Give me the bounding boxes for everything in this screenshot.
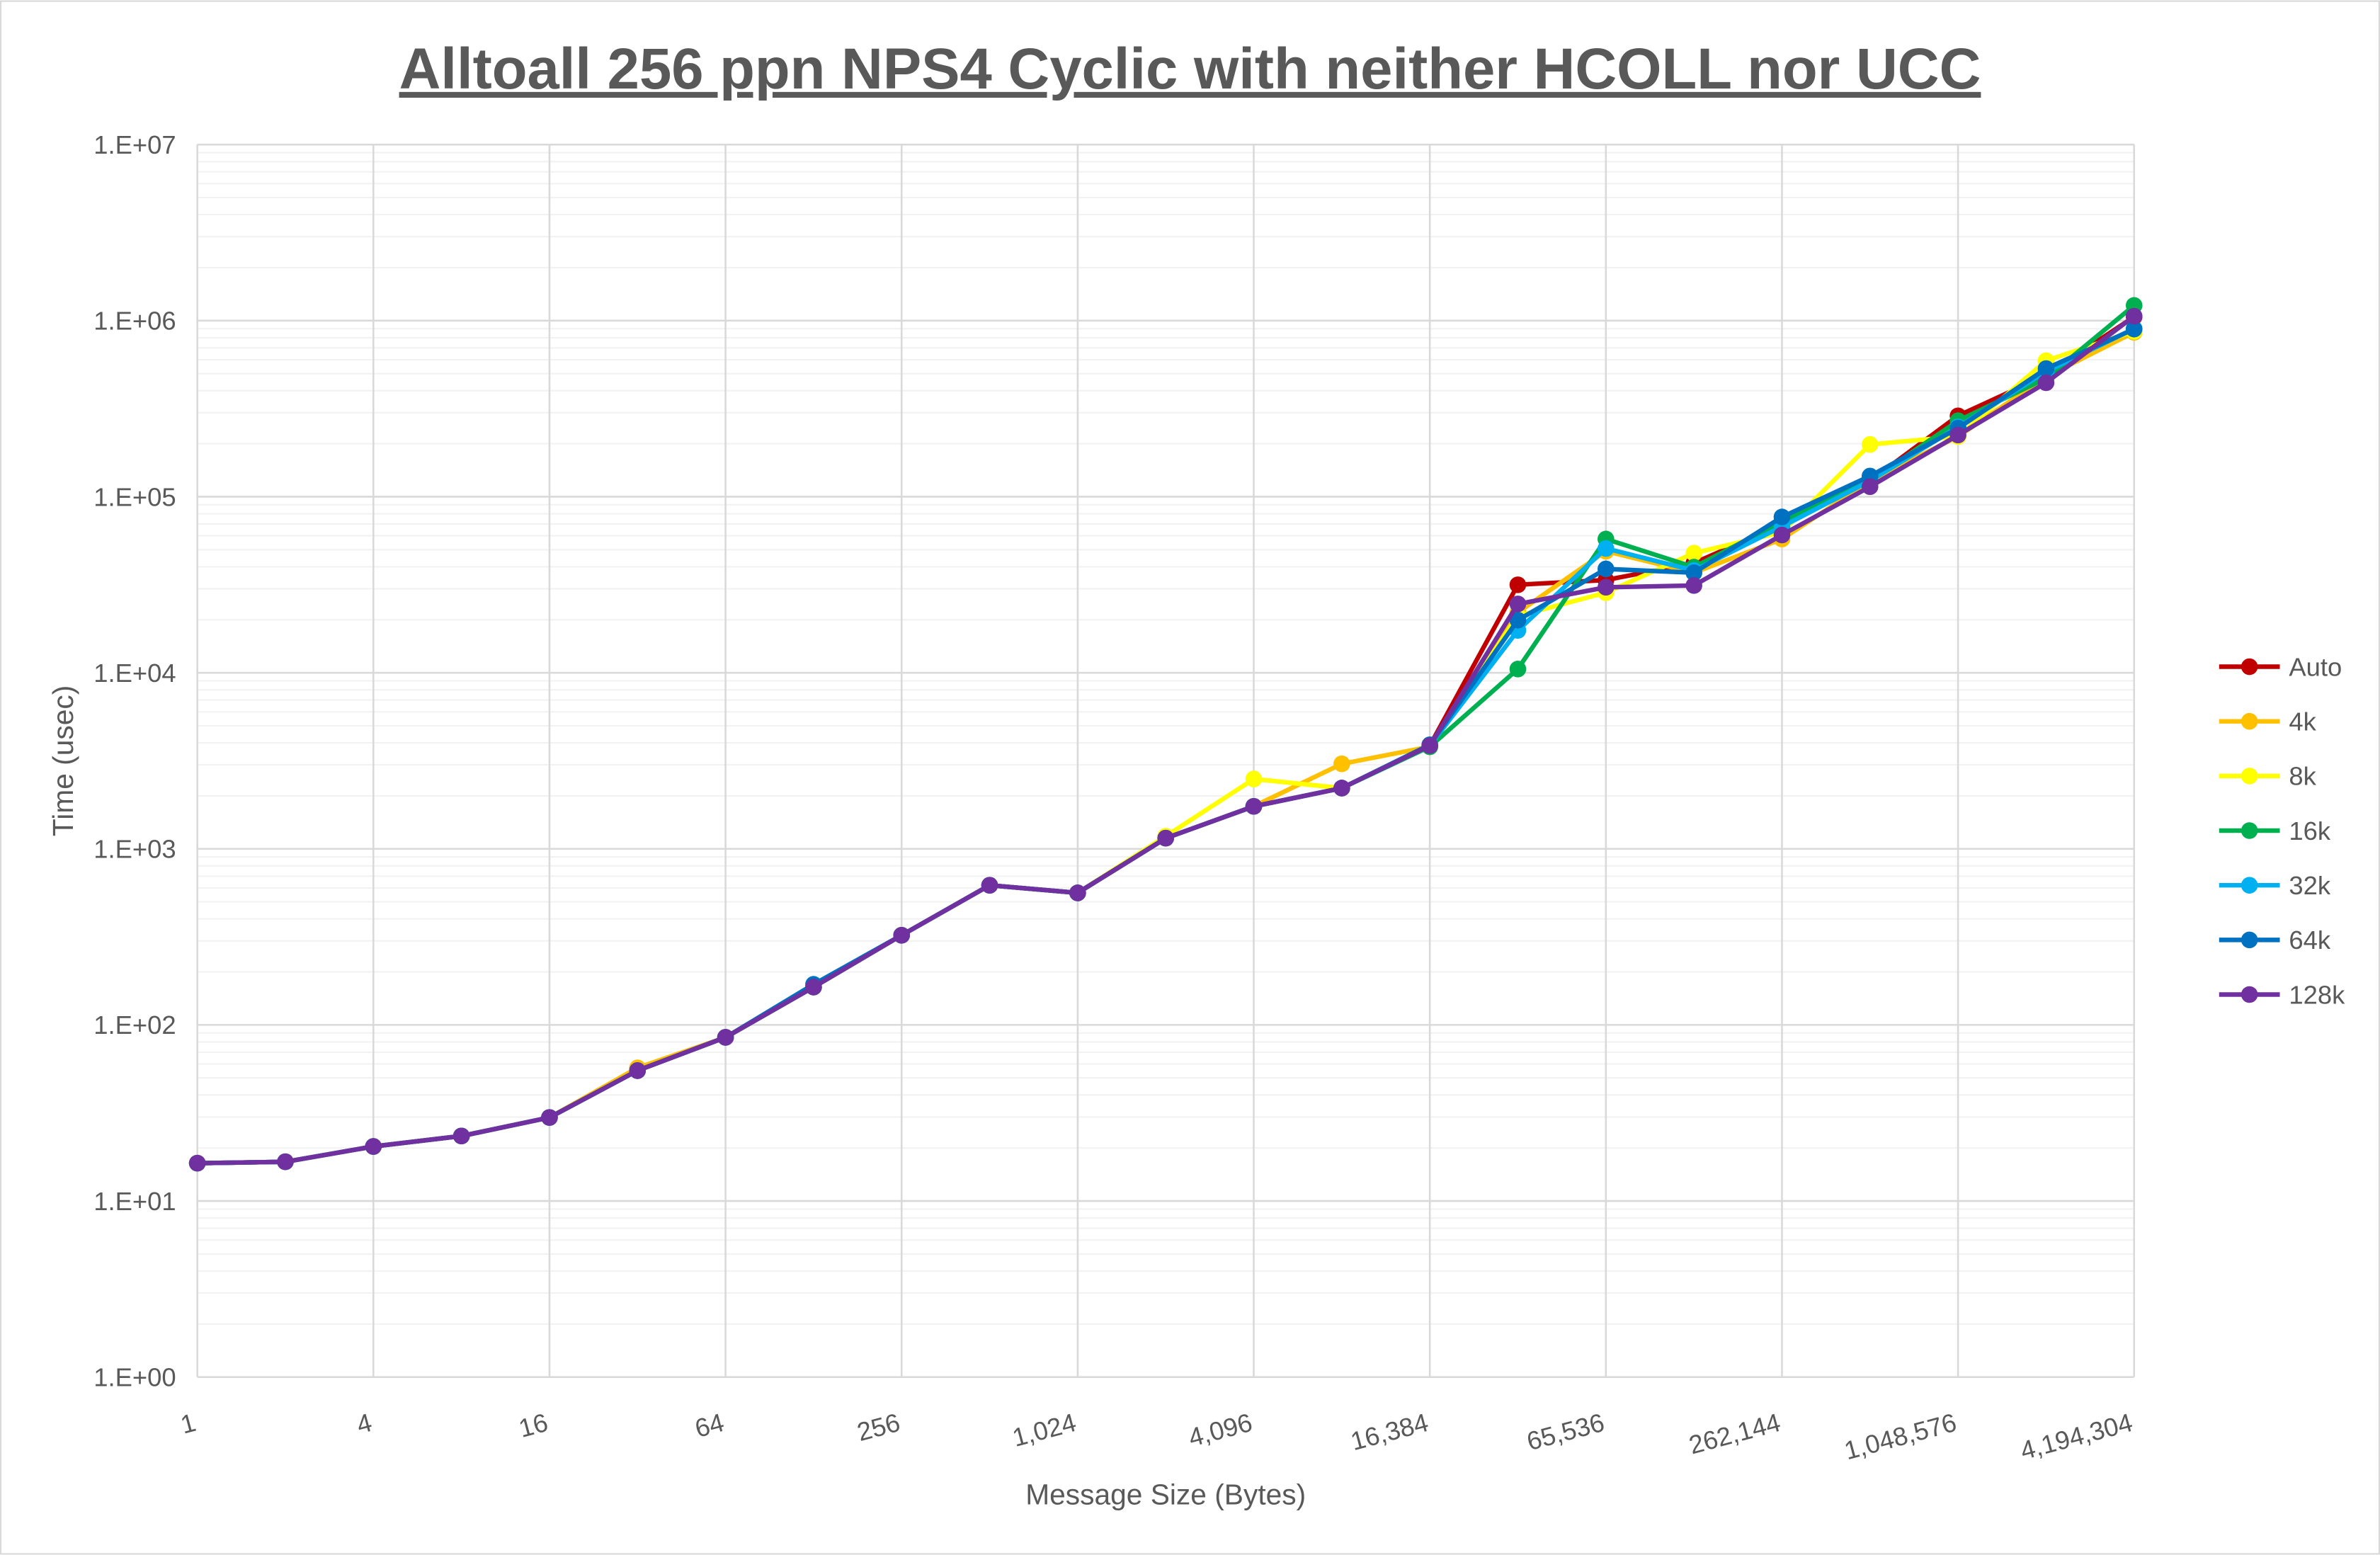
legend-label: 128k — [2289, 980, 2345, 1009]
y-tick-label: 1.E+03 — [93, 835, 176, 864]
data-point — [1685, 577, 1702, 594]
legend-label: 4k — [2289, 707, 2316, 736]
series-128k — [188, 307, 2143, 1172]
data-point — [1598, 579, 1615, 596]
y-tick-label: 1.E+06 — [93, 307, 176, 336]
data-point — [1509, 661, 1527, 678]
y-tick-label: 1.E+02 — [93, 1010, 176, 1039]
data-point — [805, 979, 822, 996]
y-axis-title: Time (usec) — [47, 685, 79, 836]
legend-marker — [2240, 877, 2258, 894]
data-point — [1333, 780, 1350, 797]
data-point — [2125, 320, 2143, 338]
data-point — [717, 1029, 734, 1046]
legend-label: 64k — [2289, 925, 2331, 955]
legend-item-64k: 64k — [2219, 925, 2331, 955]
tick-labels: 1.E+00 1.E+01 1.E+02 1.E+03 1.E+04 1.E+05 1.E+… — [93, 130, 2136, 1465]
data-point — [1598, 540, 1615, 557]
x-tick-label: 64 — [692, 1408, 727, 1443]
data-point — [1861, 435, 1879, 453]
data-point — [1773, 508, 1791, 525]
series-group — [188, 297, 2143, 1172]
data-point — [1157, 829, 1174, 847]
chart-title: Alltoall 256 ppn NPS4 Cyclic with neithe… — [399, 37, 1981, 101]
data-point — [1949, 426, 1966, 444]
data-point — [1509, 612, 1527, 629]
legend-item-128k: 128k — [2219, 980, 2345, 1009]
data-point — [1598, 560, 1615, 578]
legend-item-16k: 16k — [2219, 816, 2331, 845]
legend-label: Auto — [2289, 652, 2342, 681]
data-point — [365, 1138, 382, 1155]
data-point — [1509, 596, 1527, 613]
y-tick-label: 1.E+05 — [93, 482, 176, 511]
legend-marker — [2240, 658, 2258, 676]
data-point — [2037, 360, 2055, 377]
legend-item-32k: 32k — [2219, 871, 2331, 900]
legend-marker — [2240, 986, 2258, 1003]
data-point — [1685, 564, 1702, 581]
legend-label: 8k — [2289, 762, 2316, 791]
legend-marker — [2240, 822, 2258, 839]
data-point — [2037, 374, 2055, 392]
data-point — [1861, 478, 1879, 496]
legend-marker — [2240, 931, 2258, 949]
legend-item-8k: 8k — [2219, 762, 2317, 791]
data-point — [1333, 755, 1350, 773]
data-point — [452, 1127, 470, 1145]
data-point — [1509, 576, 1527, 593]
data-point — [1245, 797, 1263, 815]
data-point — [1421, 737, 1438, 754]
y-tick-label: 1.E+00 — [93, 1363, 176, 1392]
y-tick-label: 1.E+07 — [93, 130, 176, 159]
data-point — [2125, 307, 2143, 325]
data-point — [629, 1062, 647, 1079]
legend-item-4k: 4k — [2219, 707, 2317, 736]
legend-label: 16k — [2289, 816, 2331, 845]
legend: Auto 4k 8k 16k 32k 64k 128k — [2219, 652, 2345, 1009]
data-point — [277, 1153, 294, 1170]
x-tick-label: 16 — [516, 1408, 551, 1443]
data-point — [1685, 545, 1702, 562]
data-point — [541, 1109, 558, 1126]
data-point — [893, 926, 911, 944]
legend-marker — [2240, 768, 2258, 785]
data-point — [188, 1154, 206, 1172]
legend-label: 32k — [2289, 871, 2331, 900]
y-tick-label: 1.E+01 — [93, 1187, 176, 1216]
x-axis-title: Message Size (Bytes) — [1025, 1479, 1306, 1511]
legend-marker — [2240, 712, 2258, 730]
legend-item-auto: Auto — [2219, 652, 2342, 681]
data-point — [981, 877, 998, 894]
y-tick-label: 1.E+04 — [93, 659, 176, 688]
data-point — [1069, 884, 1086, 901]
data-point — [1773, 526, 1791, 544]
data-point — [1245, 770, 1263, 787]
